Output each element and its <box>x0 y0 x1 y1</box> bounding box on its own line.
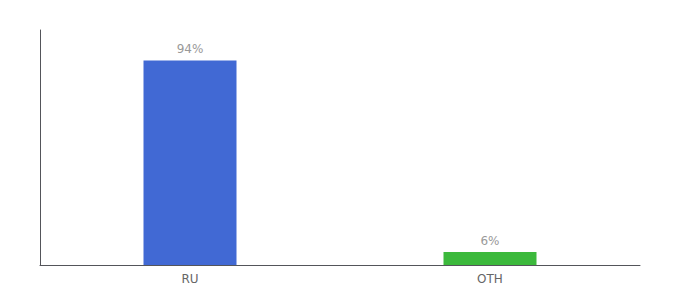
svg-text:RU: RU <box>181 272 198 286</box>
svg-text:6%: 6% <box>480 234 499 248</box>
svg-text:94%: 94% <box>177 42 204 56</box>
svg-text:OTH: OTH <box>477 272 503 286</box>
